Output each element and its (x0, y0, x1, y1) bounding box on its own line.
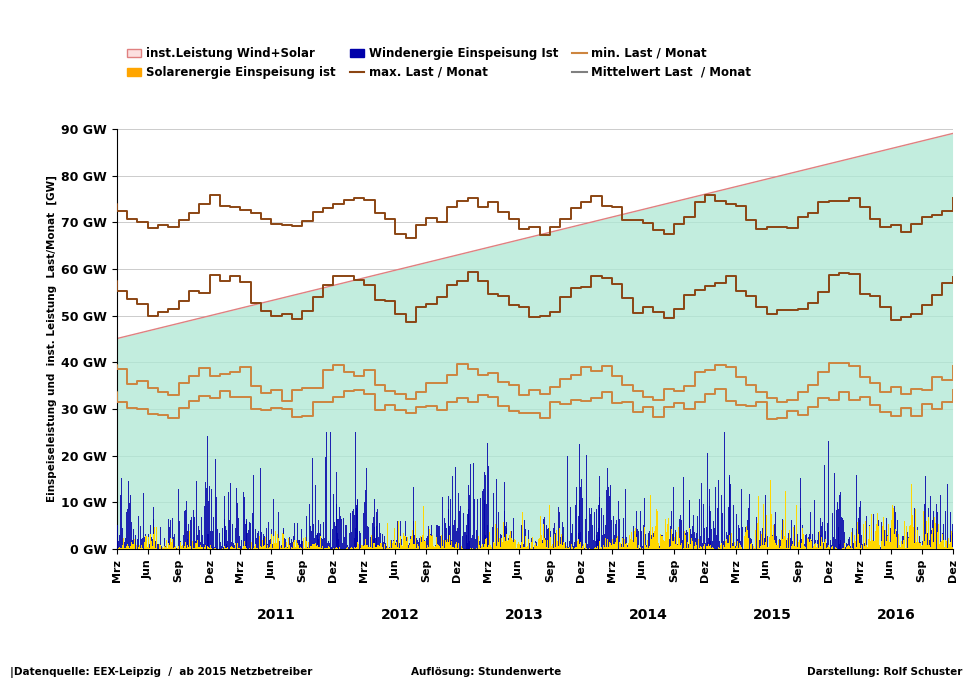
Text: 2012: 2012 (381, 607, 420, 622)
Text: 2013: 2013 (504, 607, 543, 622)
Text: 2011: 2011 (258, 607, 296, 622)
Text: 2016: 2016 (877, 607, 916, 622)
Text: Darstellung: Rolf Schuster: Darstellung: Rolf Schuster (807, 666, 962, 677)
Text: Auflösung: Stundenwerte: Auflösung: Stundenwerte (411, 666, 561, 677)
Text: 2015: 2015 (752, 607, 791, 622)
Text: 2014: 2014 (629, 607, 668, 622)
Text: |Datenquelle: EEX-Leipzig  /  ab 2015 Netzbetreiber: |Datenquelle: EEX-Leipzig / ab 2015 Netz… (10, 666, 312, 677)
Y-axis label: Einspeiseleistung und  inst. Leistung  Last/Monat  [GW]: Einspeiseleistung und inst. Leistung Las… (47, 176, 57, 502)
Legend: inst.Leistung Wind+Solar, Solarenergie Einspeisung ist, Windenergie Einspeisung : inst.Leistung Wind+Solar, Solarenergie E… (122, 42, 756, 83)
